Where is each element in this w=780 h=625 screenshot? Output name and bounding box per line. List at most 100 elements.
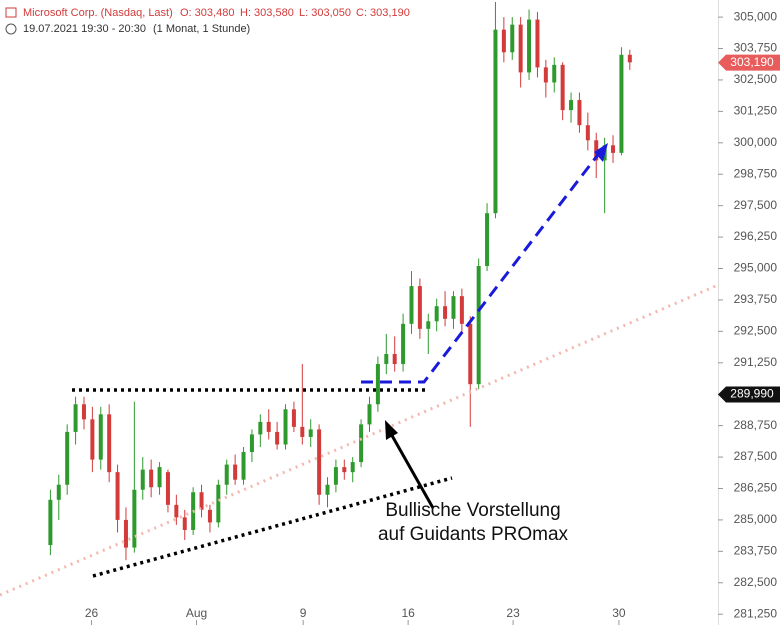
y-tick-label: 281,250 xyxy=(734,606,778,620)
candle-body xyxy=(308,429,313,437)
candle-body xyxy=(90,419,95,460)
x-tick-label: Aug xyxy=(186,606,207,620)
candle-body xyxy=(149,469,154,488)
candle-body xyxy=(585,125,590,141)
annotation-arrowhead xyxy=(385,420,398,440)
candle-body xyxy=(258,421,263,435)
x-tick-label: 16 xyxy=(401,606,415,620)
y-tick-label: 283,750 xyxy=(734,544,778,558)
candle-body xyxy=(493,29,498,214)
target-line xyxy=(361,151,602,384)
candle-body xyxy=(451,296,456,319)
candle-body xyxy=(182,517,187,530)
y-tick-label: 302,500 xyxy=(734,72,778,86)
candle-body xyxy=(552,64,557,83)
candle-body xyxy=(560,64,565,111)
candle-body xyxy=(543,67,548,83)
candle-body xyxy=(132,489,137,548)
candle-body xyxy=(199,492,204,510)
candle-body xyxy=(359,424,364,463)
annotation-arrow xyxy=(388,431,435,509)
header-low: L: 303,050 xyxy=(299,7,351,19)
y-tick-label: 297,500 xyxy=(734,198,778,212)
candle-body xyxy=(426,321,431,329)
chart-icon xyxy=(5,7,17,18)
candle-body xyxy=(174,504,179,518)
candle-body xyxy=(401,323,406,365)
candle-body xyxy=(81,404,86,420)
clock-icon xyxy=(5,23,17,35)
y-tick-label: 295,000 xyxy=(734,261,778,275)
candle-body xyxy=(619,54,624,153)
y-tick-label: 282,500 xyxy=(734,575,778,589)
y-tick-label: 305,000 xyxy=(734,9,778,23)
candle-body xyxy=(350,462,355,473)
y-tick-label: 301,250 xyxy=(734,104,778,118)
y-tick-label: 303,750 xyxy=(734,41,778,55)
header-close: C: 303,190 xyxy=(356,7,410,19)
candle-body xyxy=(409,286,414,324)
y-tick-label: 298,750 xyxy=(734,166,778,180)
candle-body xyxy=(107,414,112,473)
header-open: O: 303,480 xyxy=(180,7,234,19)
candle-body xyxy=(518,24,523,73)
candle-body xyxy=(165,472,170,505)
candle-body xyxy=(434,306,439,322)
candle-body xyxy=(569,100,574,111)
candle-body xyxy=(56,484,61,500)
period: (1 Monat, 1 Stunde) xyxy=(153,23,250,35)
annotation-text: auf Guidants PROmax xyxy=(378,524,569,545)
x-tick-label: 23 xyxy=(506,606,520,620)
y-tick-label: 296,250 xyxy=(734,229,778,243)
candle-body xyxy=(233,464,238,480)
candle-body xyxy=(468,323,473,385)
x-tick-label: 30 xyxy=(612,606,626,620)
target-arrow xyxy=(594,143,608,162)
candle-body xyxy=(157,467,162,488)
candle-body xyxy=(275,431,280,445)
candle-body xyxy=(291,409,296,427)
candle-body xyxy=(535,19,540,68)
candle-body xyxy=(115,472,120,520)
candle-body xyxy=(241,452,246,480)
candle-body xyxy=(224,464,229,485)
candle-body xyxy=(577,100,582,126)
y-tick-label: 292,500 xyxy=(734,324,778,338)
annotation-text: Bullische Vorstellung xyxy=(385,500,560,521)
header-high: H: 303,580 xyxy=(240,7,294,19)
candle-body xyxy=(283,409,288,445)
candle-body xyxy=(207,509,212,523)
candle-body xyxy=(48,499,53,546)
candle-body xyxy=(123,519,128,548)
candle-body xyxy=(333,467,338,485)
y-tick-label: 286,250 xyxy=(734,481,778,495)
y-tick-label: 287,500 xyxy=(734,449,778,463)
candle-body xyxy=(627,54,632,63)
y-tick-label: 300,000 xyxy=(734,135,778,149)
candle-body xyxy=(501,29,506,53)
candle-body xyxy=(266,421,271,432)
candle-body xyxy=(216,484,221,523)
y-tick-label: 293,750 xyxy=(734,292,778,306)
candle-body xyxy=(342,467,347,473)
candle-body xyxy=(317,429,322,495)
candle-body xyxy=(459,296,464,324)
plot-area xyxy=(48,2,632,561)
x-tick-label: 26 xyxy=(85,606,99,620)
candle-body xyxy=(443,306,448,319)
last-price-shape xyxy=(718,54,780,71)
candle-body xyxy=(510,24,515,53)
candle-body xyxy=(249,434,254,453)
candle-body xyxy=(476,265,481,385)
support-line xyxy=(92,476,453,578)
level-marker-shape xyxy=(718,386,780,403)
y-tick-label: 288,750 xyxy=(734,418,778,432)
y-tick-label: 285,000 xyxy=(734,512,778,526)
candle-body xyxy=(594,140,599,161)
last-price-label: 303,190 xyxy=(730,55,774,69)
trend-line xyxy=(0,283,719,597)
candle-body xyxy=(325,484,330,495)
candle-body xyxy=(73,404,78,432)
candle-body xyxy=(392,353,397,365)
